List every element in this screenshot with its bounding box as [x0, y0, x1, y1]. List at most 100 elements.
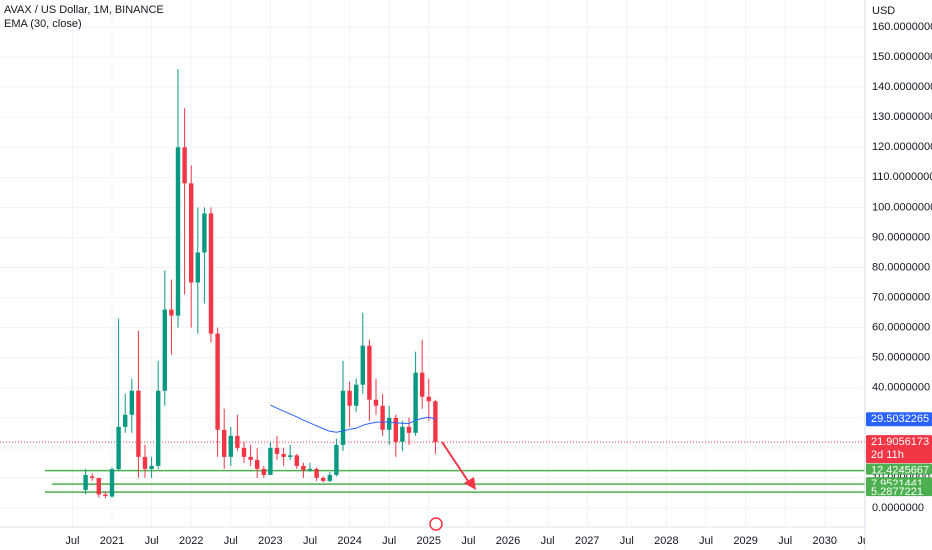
y-tick-label: 50.0000000: [872, 352, 930, 364]
annotation-arrowhead: [464, 477, 476, 490]
candle-body: [387, 417, 392, 430]
candle-body: [406, 426, 412, 433]
x-tick-label: Jul: [620, 535, 634, 547]
candle-body: [142, 456, 148, 469]
candle-body: [433, 401, 438, 443]
y-tick-label: 120.0000000: [872, 141, 932, 153]
level-price-label: 12.4245667: [871, 465, 929, 477]
y-tick-label: 70.0000000: [872, 291, 930, 303]
candle-body: [380, 405, 385, 430]
candle-body: [354, 384, 359, 406]
candle-body: [222, 429, 227, 457]
x-tick-label: 2025: [417, 535, 441, 547]
y-tick-label: 100.0000000: [872, 201, 932, 213]
y-tick-label: 90.0000000: [872, 231, 930, 243]
candle-body: [103, 494, 108, 496]
axes: 0.000000010.000000020.000000030.00000004…: [65, 21, 932, 547]
annotation-arrow: [441, 441, 471, 485]
candle-body: [294, 455, 299, 466]
candle-body: [136, 390, 141, 457]
candle-body: [182, 147, 187, 184]
y-tick-label: 110.0000000: [872, 171, 932, 183]
candle-body: [156, 390, 161, 466]
candle-body: [96, 477, 101, 495]
x-tick-label: Jul: [857, 535, 871, 547]
candle-body: [347, 390, 352, 406]
grid: [0, 0, 865, 527]
candle-body: [261, 468, 266, 475]
chart-title: AVAX / US Dollar, 1M, BINANCE: [4, 4, 164, 16]
x-axis-labels: Jul 2021 Jul 2022 Jul 2023 Jul 2024 Jul 2025 Jul 20…: [65, 535, 871, 547]
y-tick-label: 40.0000000: [872, 382, 930, 394]
x-tick-label: 2030: [813, 535, 837, 547]
x-tick-label: 2029: [733, 535, 757, 547]
y-tick-label: 140.0000000: [872, 81, 932, 93]
candle-body: [340, 390, 346, 445]
countdown-label: 2d 11h: [871, 449, 904, 461]
candle-body: [426, 396, 431, 402]
plot-area: [0, 69, 865, 499]
candle-body: [255, 459, 260, 469]
x-tick-label: Jul: [145, 535, 159, 547]
candle-body: [360, 345, 365, 385]
x-tick-label: 2024: [337, 535, 361, 547]
x-tick-label: Jul: [382, 535, 396, 547]
candle-body: [413, 372, 418, 433]
y-tick-label: 150.0000000: [872, 51, 932, 63]
candle-body: [123, 414, 128, 427]
level-price-label-box: [866, 463, 932, 475]
candle-body: [393, 417, 398, 442]
candle-body: [175, 147, 181, 316]
candle-body: [281, 453, 286, 457]
x-tick-label: Jul: [303, 535, 317, 547]
x-tick-label: Jul: [699, 535, 713, 547]
candle-body: [248, 456, 253, 460]
candle-body: [208, 213, 214, 334]
y-tick-label: 160.0000000: [872, 21, 932, 33]
candle-body: [162, 309, 167, 391]
candle-body: [321, 477, 326, 481]
candle-body: [327, 474, 332, 481]
candle-body: [307, 468, 313, 471]
indicator-legend: EMA (30, close): [4, 18, 82, 30]
y-tick-label: 60.0000000: [872, 322, 930, 334]
y-tick-label: 0.0000000: [872, 502, 924, 514]
ema-price-label-box: [866, 412, 932, 427]
candle-body: [420, 372, 425, 397]
x-tick-label: 2021: [100, 535, 124, 547]
candle-body: [334, 444, 339, 475]
candle-body: [274, 447, 280, 454]
candle-body: [202, 213, 207, 253]
candle-body: [109, 469, 115, 497]
x-tick-label: 2023: [258, 535, 282, 547]
candle-body: [169, 309, 174, 316]
candle-body: [367, 345, 372, 400]
candle-body: [195, 252, 200, 283]
x-tick-label: Jul: [461, 535, 475, 547]
candle-body: [400, 426, 405, 442]
candle-body: [268, 447, 273, 475]
ema-price-label: 29.5032265: [871, 413, 929, 425]
level-price-label: 5.2877221: [871, 486, 923, 498]
last-price-label: 21.9056173: [871, 436, 929, 448]
currency-label: USD: [872, 5, 895, 17]
x-tick-label: Jul: [65, 535, 79, 547]
candle-body: [116, 426, 121, 470]
candle-body: [235, 435, 240, 448]
x-tick-label: Jul: [541, 535, 555, 547]
replay-icon[interactable]: [429, 517, 443, 531]
candle-body: [215, 333, 220, 430]
level-price-label-box: [866, 485, 932, 497]
candle-body: [241, 447, 247, 457]
candle-body: [189, 183, 194, 283]
candle-body: [288, 455, 293, 457]
candle-body: [373, 399, 379, 406]
candle-body: [129, 390, 134, 415]
x-tick-label: 2027: [575, 535, 599, 547]
y-tick-label: 130.0000000: [872, 111, 932, 123]
x-tick-label: 2028: [654, 535, 678, 547]
candle-body: [149, 465, 154, 469]
x-tick-label: Jul: [224, 535, 238, 547]
